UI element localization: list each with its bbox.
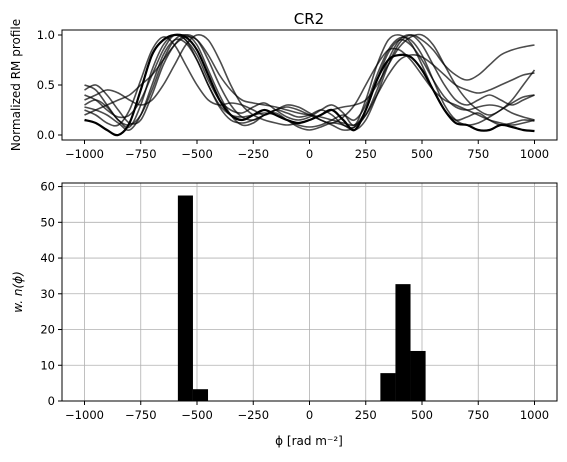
x-tick-label: −750 bbox=[125, 408, 157, 422]
x-tick-label: −500 bbox=[181, 147, 213, 161]
histogram-panel: −1000 −750 −500 −250 0 250 500 750 1000 0 10 20 30 4… bbox=[11, 180, 558, 448]
x-tick-label: 750 bbox=[467, 147, 489, 161]
x-tick-label: 250 bbox=[355, 147, 377, 161]
y-tick-label: 0.0 bbox=[37, 128, 55, 142]
y-tick-label: 10 bbox=[40, 358, 55, 372]
rm-profile-lines bbox=[84, 33, 536, 137]
x-tick-label: −500 bbox=[181, 408, 213, 422]
y-tick-label: 1.0 bbox=[37, 28, 55, 42]
histogram-bars bbox=[177, 195, 426, 401]
histogram-bar bbox=[380, 373, 396, 401]
x-tick-label: −1000 bbox=[65, 408, 104, 422]
x-tick-label: 500 bbox=[411, 408, 433, 422]
histogram-bar bbox=[410, 350, 426, 401]
x-tick-label: 1000 bbox=[520, 408, 549, 422]
histogram-bar bbox=[395, 284, 411, 401]
x-tick-label: −1000 bbox=[65, 147, 104, 161]
rm-profile-line bbox=[84, 36, 535, 127]
rm-profile-line bbox=[84, 34, 535, 129]
y-tick-label: 50 bbox=[40, 215, 55, 229]
x-tick-label: −250 bbox=[237, 408, 269, 422]
rm-profile-line bbox=[84, 34, 535, 131]
rm-profile-line bbox=[84, 36, 535, 131]
rm-profile-line bbox=[84, 33, 535, 131]
histogram-bar bbox=[192, 389, 209, 401]
y-tick-label: 20 bbox=[40, 323, 55, 337]
x-tick-label: 0 bbox=[306, 408, 313, 422]
y-tick-label: 0 bbox=[48, 394, 55, 408]
x-tick-label: −750 bbox=[125, 147, 157, 161]
histogram-y-ticks: 0 10 20 30 40 50 60 bbox=[40, 180, 62, 408]
y-tick-label: 0.5 bbox=[37, 78, 55, 92]
histogram-x-ticks: −1000 −750 −500 −250 0 250 500 750 1000 bbox=[65, 401, 549, 422]
y-tick-label: 30 bbox=[40, 287, 55, 301]
x-tick-label: 0 bbox=[306, 147, 313, 161]
chart-title: CR2 bbox=[294, 10, 324, 28]
y-tick-label: 40 bbox=[40, 251, 55, 265]
y-tick-label: 60 bbox=[40, 180, 55, 194]
rm-profile-panel: CR2 −1000 −750 −500 −250 0 250 500 750 1000 0.00… bbox=[9, 10, 558, 161]
rm-profile-x-ticks: −1000 −750 −500 −250 0 250 500 750 1000 bbox=[65, 140, 549, 161]
histogram-y-axis-label: w. n(ϕ) bbox=[11, 271, 25, 313]
histogram-bar bbox=[177, 195, 193, 401]
rm-profile-y-ticks: 0.0 0.5 1.0 bbox=[37, 28, 62, 142]
x-tick-label: 500 bbox=[411, 147, 433, 161]
x-tick-label: 250 bbox=[355, 408, 377, 422]
x-tick-label: 1000 bbox=[520, 147, 549, 161]
histogram-grid bbox=[62, 183, 557, 402]
x-tick-label: −250 bbox=[237, 147, 269, 161]
rm-profile-line bbox=[84, 33, 536, 126]
rm-profile-y-axis-label: Normalized RM profile bbox=[9, 19, 23, 151]
x-tick-label: 750 bbox=[467, 408, 489, 422]
histogram-x-axis-label: ϕ [rad m⁻²] bbox=[275, 434, 343, 448]
